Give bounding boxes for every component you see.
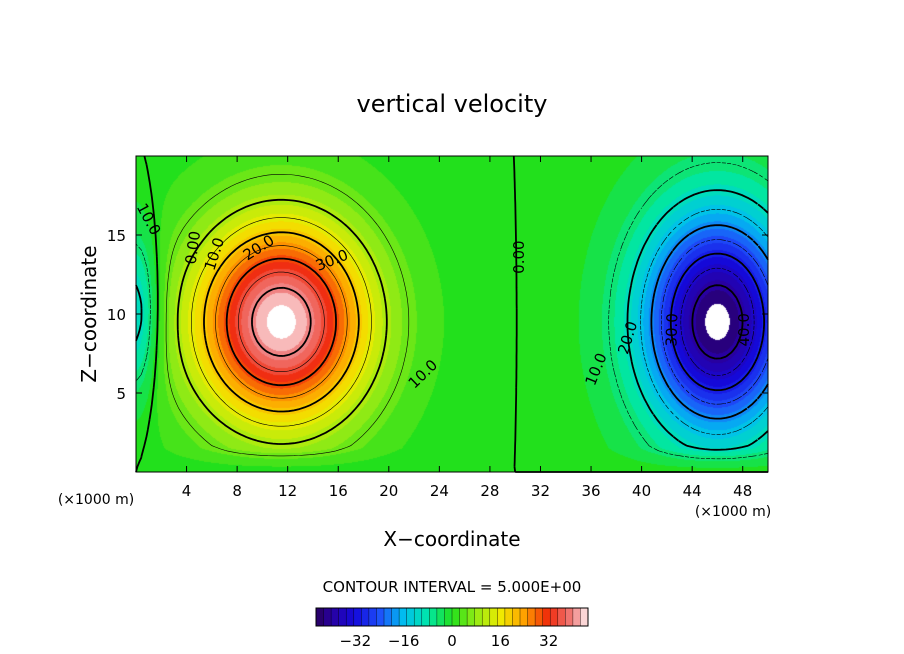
contour-label-text: 40.0 [735,313,753,346]
colorbar: −32 −16 0 16 32 [315,607,589,650]
colorbar-cell [376,608,385,626]
colorbar-cell [452,608,460,626]
x-tick-label: 32 [531,482,550,500]
x-tick-label: 28 [480,482,499,500]
colorbar-cell [421,608,430,626]
colorbar-cell [474,608,483,626]
colorbar-cell [361,608,370,626]
contour-line [225,257,337,387]
colorbar-cell [512,608,521,626]
contour-line [135,189,769,451]
colorbar-cell [399,608,408,626]
colorbar-cell [368,608,377,626]
colorbar-cell [572,608,581,626]
y-axis-label: Z−coordinate [77,245,101,382]
colorbar-tick-label: −16 [388,632,420,650]
colorbar-cell [384,608,392,626]
x-tick-label: 16 [329,482,348,500]
colorbar-tick-label: 16 [491,632,510,650]
contour-line [650,224,769,420]
colorbar-cell [550,608,559,626]
colorbar-cell [338,608,347,626]
contour-label-text: 0.00 [510,240,528,273]
y-tick-label: 15 [107,227,126,245]
x-tick-label: 44 [683,482,702,500]
contour-line [669,252,765,392]
colorbar-cell [391,608,400,626]
colorbar-cell [542,608,551,626]
colorbar-cell [406,608,415,626]
colorbar-cell [467,608,476,626]
contour-line [691,284,744,360]
colorbar-cell [504,608,513,626]
x-tick-label: 24 [430,482,449,500]
colorbar-cell [520,608,528,626]
x-axis-label: X−coordinate [383,527,520,551]
y-axis-units: (×1000 m) [58,492,134,508]
contour-label: 0.00 [182,230,204,266]
colorbar-cell [497,608,506,626]
y-tick-label: 5 [116,385,126,403]
colorbar-cell [444,608,453,626]
contour-lines [135,155,769,473]
colorbar-cell [580,608,589,626]
colorbar-cell [346,608,355,626]
colorbar-cell [565,608,574,626]
colorbar-cell [482,608,491,626]
x-axis-units: (×1000 m) [695,504,771,520]
colorbar-cell [535,608,544,626]
contour-line [191,217,372,427]
colorbar-cell [429,608,438,626]
colorbar-cell [316,608,324,626]
colorbar-cell [414,608,423,626]
contour-label-text: 0.00 [182,230,204,266]
colorbar-tick-label: −32 [339,632,371,650]
contour-line [165,174,410,457]
colorbar-ticks: −32 −16 0 16 32 [339,632,558,650]
contour-line [203,231,360,413]
colorbar-cell [436,608,445,626]
contour-label: 0.00 [510,240,528,273]
x-tick-label: 48 [733,482,752,500]
colorbar-cells [315,608,589,626]
colorbar-cell [331,608,340,626]
colorbar-frame [315,607,589,627]
contour-line [215,245,348,399]
colorbar-cell [489,608,498,626]
contour-line [238,271,325,372]
colorbar-cell [459,608,468,626]
x-tick-label: 4 [182,482,192,500]
y-axis: 5 10 15 [107,227,768,403]
contour-label: 40.0 [735,313,753,346]
contour-line [251,286,312,357]
contour-line [680,267,755,376]
colorbar-cell [557,608,566,626]
colorbar-cell [353,608,362,626]
contour-line [176,198,388,445]
chart-title: vertical velocity [357,90,548,118]
contour-interval-label: CONTOUR INTERVAL = 5.000E+00 [323,578,582,596]
x-tick-label: 8 [232,482,242,500]
colorbar-cell [527,608,536,626]
contour-label-text: 30.0 [662,313,681,347]
contour-label: 30.0 [662,313,681,347]
x-tick-label: 40 [632,482,651,500]
contour-line [640,209,769,435]
colorbar-cell [323,608,332,626]
contour-line [135,162,769,460]
colorbar-tick-label: 0 [447,632,457,650]
x-tick-label: 12 [278,482,297,500]
x-axis: 4 8 12 16 20 24 28 32 36 40 44 48 [182,156,752,500]
contour-line [661,239,769,405]
x-tick-label: 36 [581,482,600,500]
colorbar-tick-label: 32 [539,632,558,650]
x-tick-label: 20 [379,482,398,500]
y-tick-label: 10 [107,306,126,324]
